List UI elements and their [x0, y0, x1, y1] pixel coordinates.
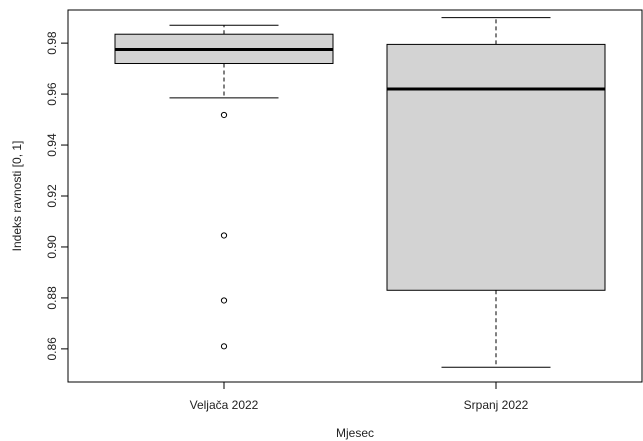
outlier-point — [221, 233, 226, 238]
y-tick-label: 0.86 — [45, 337, 59, 361]
y-axis-title: Indeks ravnosti [0, 1] — [10, 141, 24, 252]
y-tick-label: 0.88 — [45, 286, 59, 310]
boxes — [115, 18, 605, 368]
y-axis: 0.86 0.88 0.90 0.92 0.94 0.96 0.98 — [45, 31, 68, 360]
y-tick-label: 0.98 — [45, 31, 59, 55]
outlier-point — [221, 344, 226, 349]
x-axis-title: Mjesec — [336, 426, 374, 440]
y-tick-label: 0.94 — [45, 133, 59, 157]
outlier-point — [221, 298, 226, 303]
y-tick-label: 0.96 — [45, 82, 59, 106]
x-tick-label: Srpanj 2022 — [464, 398, 529, 412]
y-tick-label: 0.90 — [45, 235, 59, 259]
x-axis: Veljača 2022 Srpanj 2022 — [190, 382, 529, 412]
box-iqr — [387, 44, 605, 290]
outlier-point — [221, 112, 226, 117]
x-tick-label: Veljača 2022 — [190, 398, 259, 412]
y-tick-label: 0.92 — [45, 184, 59, 208]
